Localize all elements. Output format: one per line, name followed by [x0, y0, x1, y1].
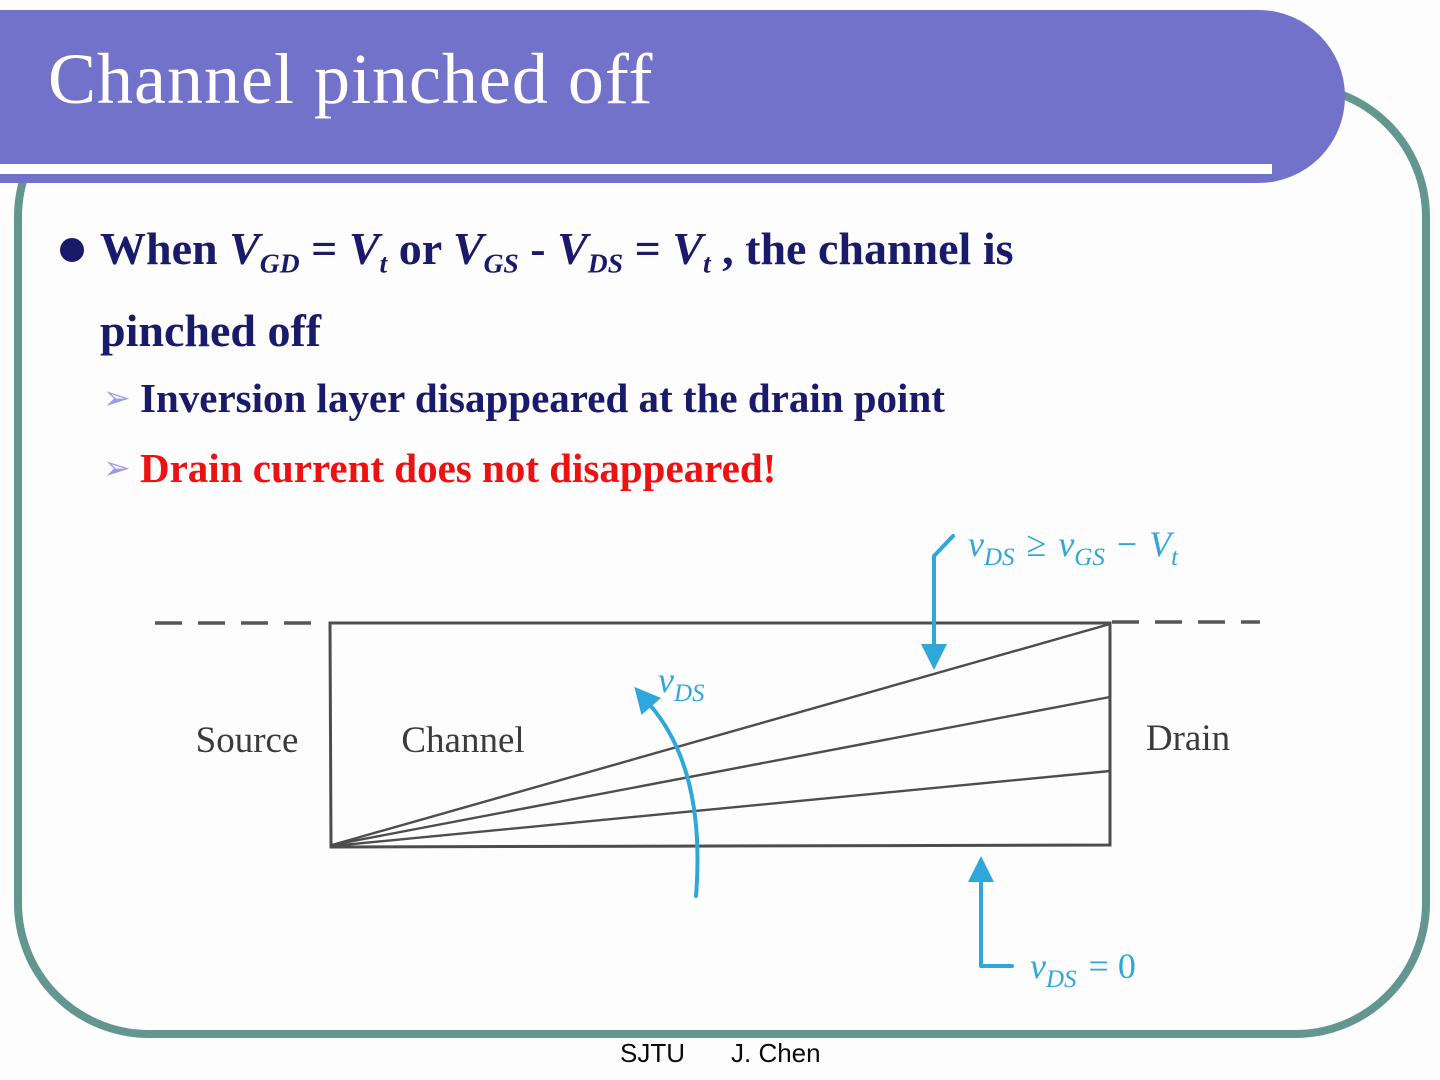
math-subscript: DS — [587, 247, 624, 279]
source-label: Source — [196, 720, 299, 761]
footer-author: J. Chen — [731, 1038, 821, 1068]
math-subscript: t — [379, 247, 388, 279]
math-subscript: GS — [483, 247, 519, 279]
text-run: = — [623, 223, 673, 274]
math-variable: V — [452, 223, 484, 274]
slide-footer: SJTU J. Chen — [620, 1038, 821, 1069]
channel-label: Channel — [401, 720, 524, 761]
page-title: Channel pinched off — [48, 39, 654, 119]
math-subscript: t — [702, 247, 711, 279]
channel-box — [328, 621, 1112, 849]
vds-zero-label: vDS = 0 — [1030, 946, 1136, 993]
text-run: - — [518, 223, 558, 274]
channel-profile-line-2 — [331, 695, 1111, 847]
sub-bullet-inversion-layer: Inversion layer disappeared at the drain… — [140, 375, 945, 421]
sub-bullet-drain-current: Drain current does not disappeared! — [140, 445, 777, 491]
drain-label: Drain — [1146, 718, 1230, 759]
channel-profile-line-3 — [331, 769, 1111, 848]
text-run: = — [299, 223, 349, 274]
bullet-dot-icon — [60, 238, 84, 262]
math-variable: V — [672, 223, 703, 274]
vds-zero-leader-arrow — [968, 856, 1014, 968]
math-variable: V — [229, 223, 260, 274]
bullet-text-line2: pinched off — [100, 305, 322, 356]
pinchoff-leader-arrow — [921, 534, 955, 670]
pinchoff-condition-label: vDS ≥ vGS − Vt — [968, 524, 1179, 571]
text-run: or — [387, 223, 453, 274]
math-variable: V — [348, 223, 380, 274]
text-run: , the channel is — [710, 223, 1014, 274]
title-banner — [0, 10, 1345, 183]
sub-bullet-arrow-icon: ➢ — [103, 378, 131, 417]
channel-profile-line-1 — [331, 622, 1111, 847]
vds-sweep-label: vDS — [658, 660, 705, 707]
title-underline — [0, 164, 1272, 174]
bullet-text-line1: When VGD = Vt or VGS - VDS = Vt , the ch… — [100, 223, 1014, 279]
mosfet-channel-diagram: Source Channel Drain vDS ≥ vGS − Vt vDS vDS =… — [155, 524, 1260, 993]
sub-bullet-arrow-icon: ➢ — [103, 448, 131, 487]
vds-sweep-arrow — [634, 686, 700, 898]
math-variable: V — [557, 223, 588, 274]
text-run: When — [100, 223, 230, 274]
footer-institution: SJTU — [620, 1038, 685, 1068]
math-subscript: GD — [259, 247, 300, 279]
